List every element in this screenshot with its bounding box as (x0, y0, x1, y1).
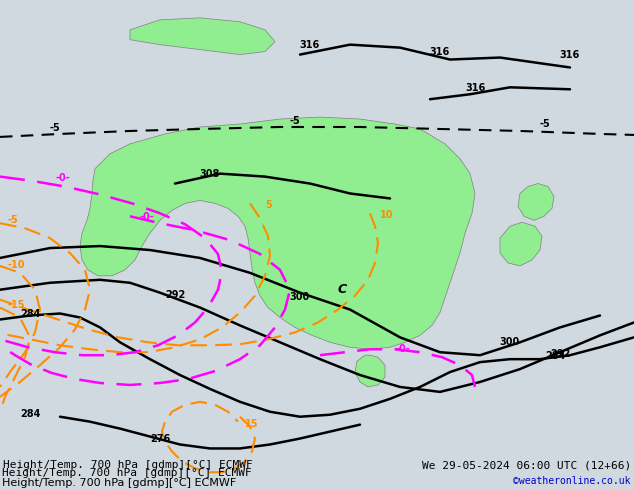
Text: -5: -5 (8, 215, 19, 225)
Polygon shape (130, 18, 275, 54)
Text: -15: -15 (8, 299, 25, 310)
Text: -0-: -0- (140, 212, 155, 222)
Text: 276: 276 (150, 434, 170, 443)
Polygon shape (80, 117, 475, 349)
Text: -5: -5 (540, 119, 551, 129)
Text: 300: 300 (500, 337, 520, 347)
Text: 316: 316 (300, 40, 320, 49)
Polygon shape (500, 222, 542, 266)
Text: -0-: -0- (395, 344, 410, 354)
Text: We 29-05-2024 06:00 UTC (12+66): We 29-05-2024 06:00 UTC (12+66) (422, 461, 631, 470)
Polygon shape (518, 184, 554, 220)
Text: 316: 316 (560, 49, 580, 60)
Text: Height/Temp. 700 hPa [gdmp][°C] ECMWF: Height/Temp. 700 hPa [gdmp][°C] ECMWF (2, 478, 236, 488)
Text: 308: 308 (200, 169, 220, 179)
Text: 5: 5 (265, 200, 272, 210)
Text: 316: 316 (430, 47, 450, 56)
Text: -0-: -0- (55, 172, 70, 183)
Text: 292: 292 (165, 290, 185, 300)
Text: -10: -10 (8, 260, 25, 270)
Polygon shape (355, 355, 385, 387)
Text: ©weatheronline.co.uk: ©weatheronline.co.uk (514, 476, 631, 486)
Text: 316: 316 (465, 83, 485, 93)
Text: 284: 284 (20, 310, 40, 319)
Text: -5: -5 (50, 123, 61, 133)
Text: 10: 10 (380, 210, 394, 221)
Text: 300: 300 (290, 292, 310, 302)
Text: Height/Temp. 700 hPa [gdmp][°C] ECMWF: Height/Temp. 700 hPa [gdmp][°C] ECMWF (3, 461, 253, 470)
Text: 284: 284 (20, 409, 40, 419)
Text: 292: 292 (550, 349, 570, 359)
Text: -5: -5 (290, 116, 301, 126)
Text: 15: 15 (245, 418, 259, 429)
Text: C: C (338, 283, 347, 295)
Text: Height/Temp. 700 hPa [gdmp][°C] ECMWF: Height/Temp. 700 hPa [gdmp][°C] ECMWF (2, 468, 252, 478)
Text: 284: 284 (545, 351, 565, 361)
